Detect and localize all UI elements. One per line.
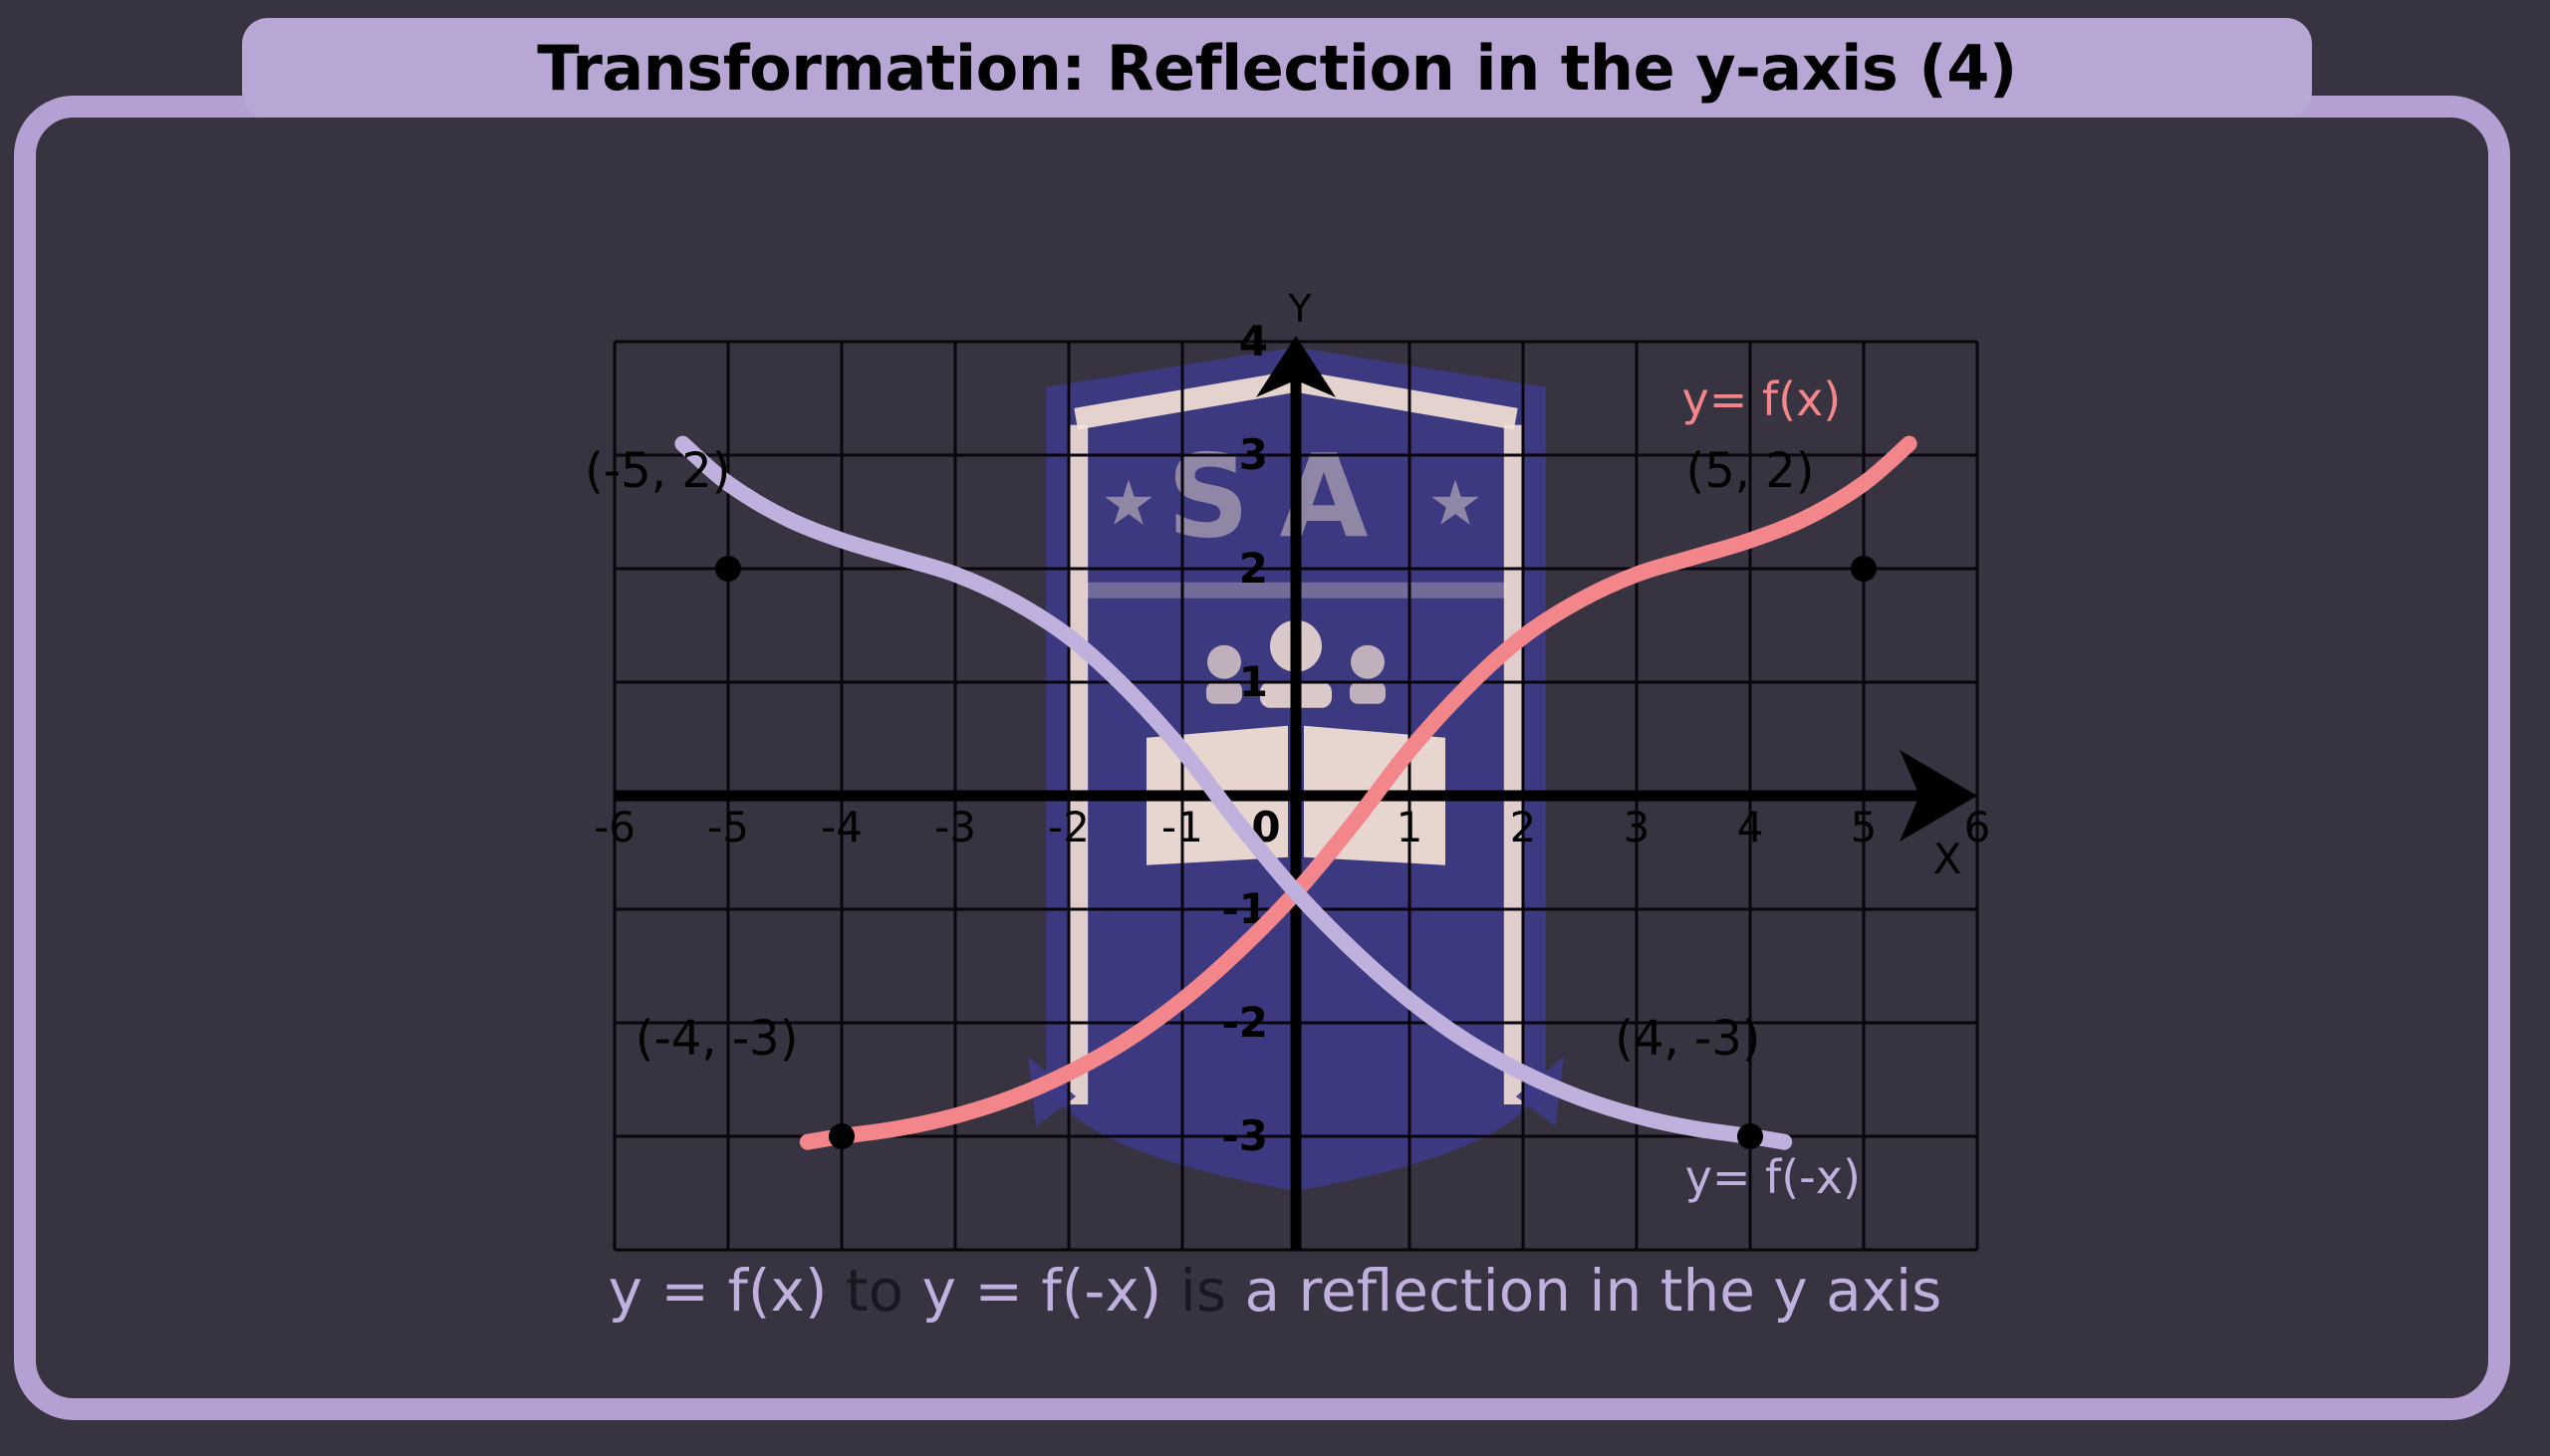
svg-text:4: 4: [1239, 317, 1268, 365]
svg-text:-2: -2: [1048, 803, 1090, 851]
svg-text:1: 1: [1239, 657, 1268, 706]
series-label-0: y= f(x): [1682, 372, 1842, 426]
page-title: Transformation: Reflection in the y-axis…: [537, 31, 2017, 105]
annotation-3: (4, -3): [1615, 1011, 1760, 1067]
annotation-0: (-5, 2): [585, 443, 730, 499]
svg-text:-2: -2: [1221, 998, 1268, 1047]
point-marker-3: [1737, 1123, 1763, 1149]
svg-text:X: X: [1933, 835, 1962, 883]
function-curves: [674, 435, 1917, 1150]
point-marker-2: [829, 1123, 855, 1149]
svg-text:1: 1: [1397, 803, 1423, 851]
point-marker-0: [715, 556, 741, 582]
svg-text:2: 2: [1239, 544, 1268, 593]
caption-part-1: y = f(x): [608, 1257, 828, 1325]
svg-text:-5: -5: [707, 803, 749, 851]
svg-text:★: ★: [1101, 467, 1156, 540]
svg-text:-3: -3: [934, 803, 976, 851]
svg-text:S: S: [1167, 431, 1250, 565]
caption-part-3: y = f(-x): [921, 1257, 1162, 1325]
svg-text:4: 4: [1737, 803, 1764, 851]
caption-part-5: a reflection in the y axis: [1244, 1257, 1942, 1325]
svg-text:-4: -4: [821, 803, 863, 851]
title-banner: Transformation: Reflection in the y-axis…: [242, 18, 2312, 118]
series-labels: y= f(x) y= f(-x): [1682, 372, 1861, 1204]
annotation-1: (5, 2): [1685, 443, 1814, 499]
caption-line: y = f(x) to y = f(-x) is a reflection in…: [0, 1257, 2550, 1325]
axes: XY: [615, 287, 1977, 1250]
svg-text:3: 3: [1624, 803, 1651, 851]
svg-text:3: 3: [1239, 430, 1268, 479]
marked-points: [715, 556, 1877, 1149]
point-annotations: (-5, 2) (5, 2) (-4, -3) (4, -3): [585, 443, 1814, 1067]
svg-text:-6: -6: [594, 803, 636, 851]
svg-text:Y: Y: [1287, 287, 1312, 331]
svg-text:2: 2: [1510, 803, 1537, 851]
svg-text:6: 6: [1964, 803, 1991, 851]
svg-text:-3: -3: [1221, 1111, 1268, 1160]
curve-1: [674, 435, 1793, 1150]
svg-text:5: 5: [1851, 803, 1878, 851]
caption-part-2: to: [845, 1257, 904, 1325]
svg-text:★: ★: [1427, 467, 1483, 540]
caption-part-4: is: [1179, 1257, 1227, 1325]
svg-text:-1: -1: [1161, 803, 1203, 851]
point-marker-1: [1851, 556, 1877, 582]
curve-0: [799, 435, 1917, 1150]
series-label-1: y= f(-x): [1685, 1150, 1861, 1204]
annotation-2: (-4, -3): [636, 1011, 799, 1067]
